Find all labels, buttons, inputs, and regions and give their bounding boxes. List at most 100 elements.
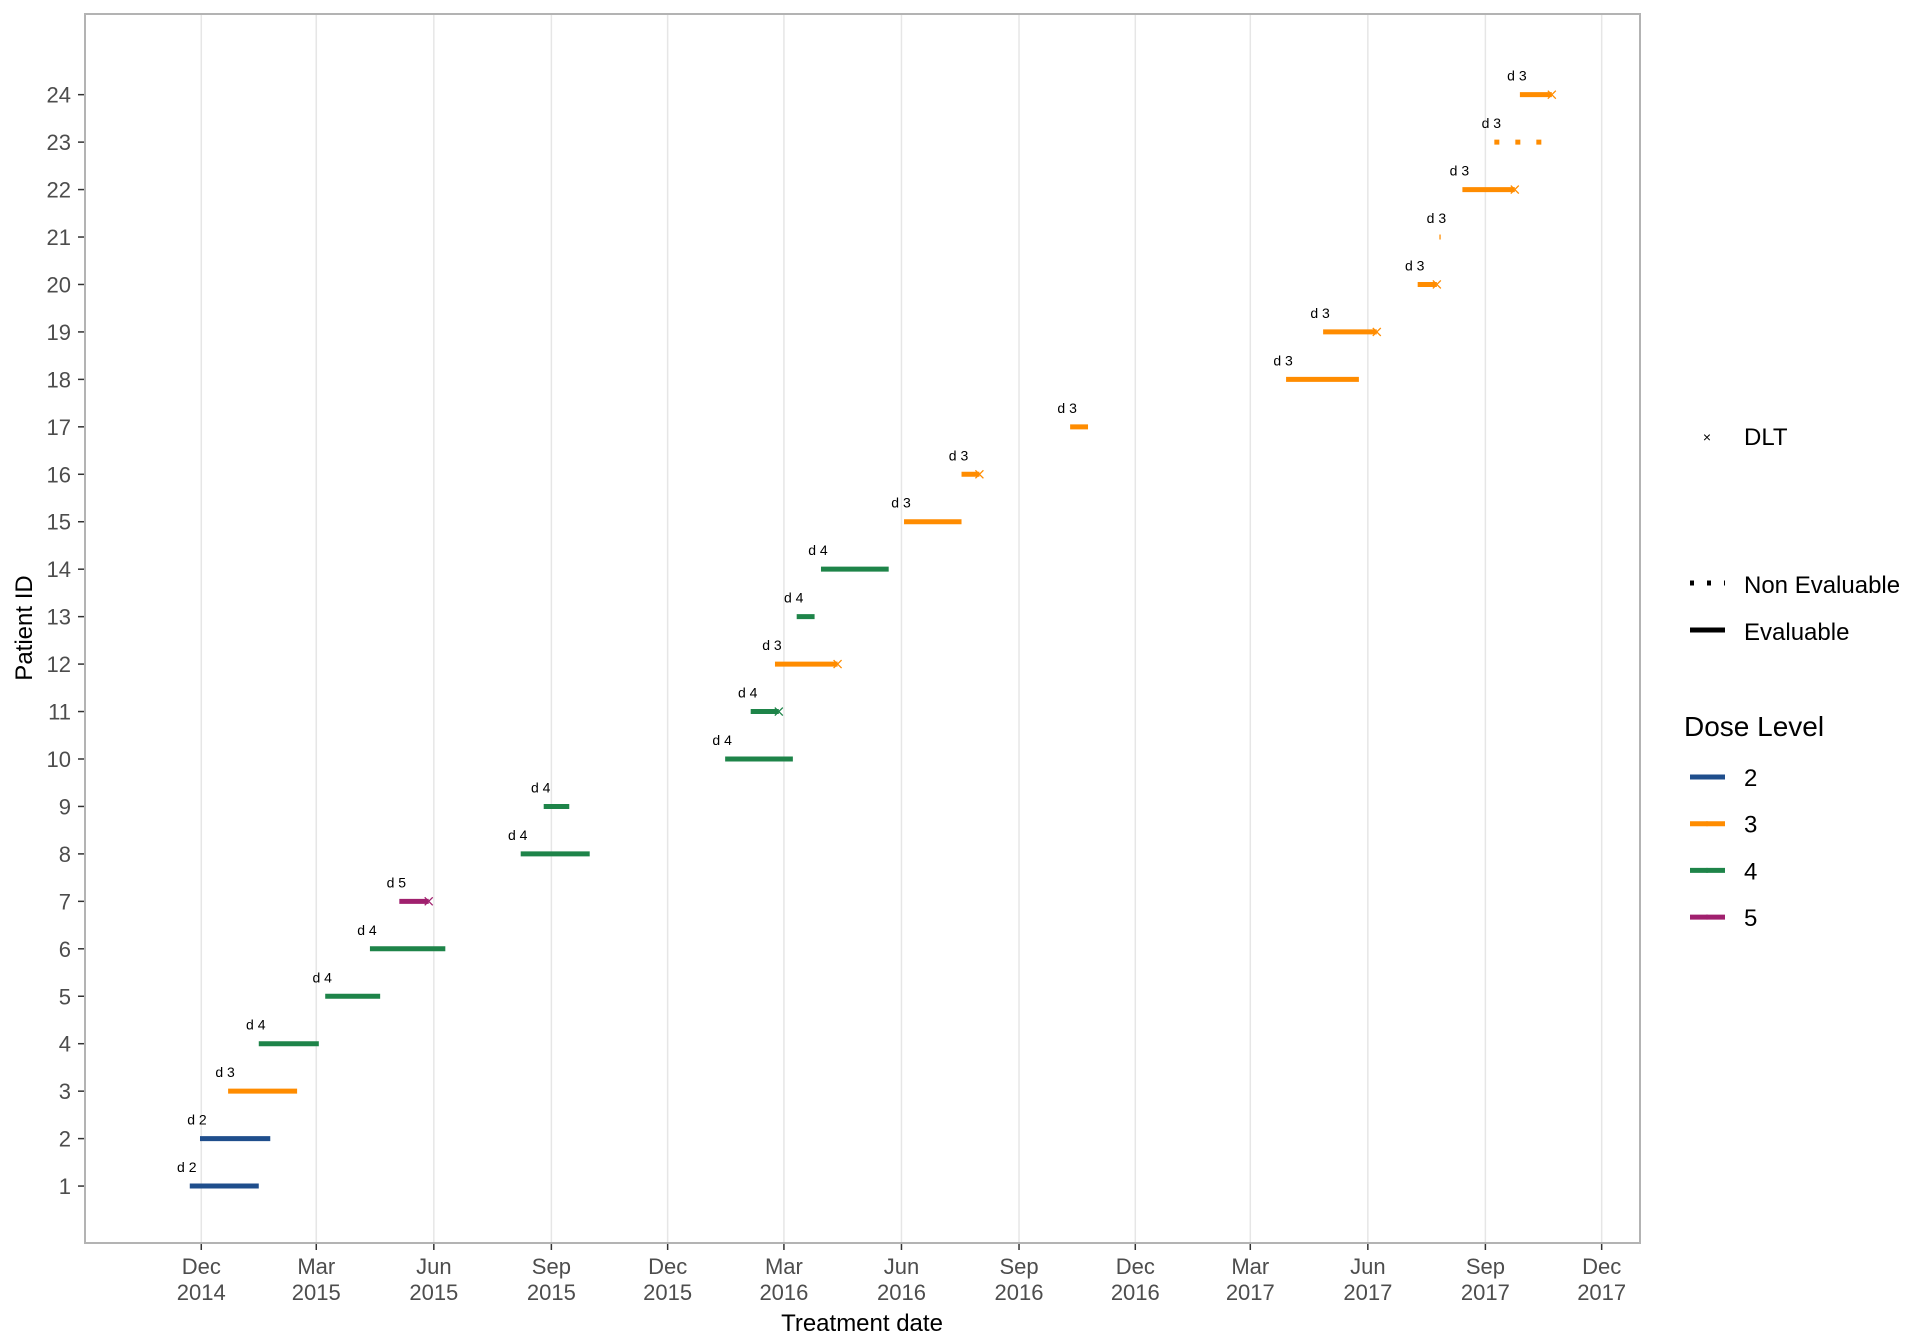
x-tick-label-month: Jun	[884, 1254, 919, 1279]
y-tick-label: 14	[47, 557, 71, 582]
x-tick-label-year: 2017	[1343, 1280, 1392, 1305]
y-tick-label: 24	[47, 83, 71, 108]
dose-label-6: d 4	[357, 922, 377, 938]
x-tick-label-year: 2016	[995, 1280, 1044, 1305]
dose-label-12: d 3	[762, 637, 782, 653]
y-tick-label: 3	[59, 1079, 71, 1104]
legend-dose-label-4: 4	[1744, 858, 1757, 885]
dose-label-17: d 3	[1057, 400, 1077, 416]
legend-evaluable: Evaluable	[1690, 619, 1849, 646]
x-tick-label-month: Mar	[1231, 1254, 1269, 1279]
dlt-marker-12	[833, 659, 843, 669]
dose-labels: d 2 d 2 d 3 d 4 d 4 d 4 d 5 d 4 d 4 d 4 d 4 d 3 d 4 d…	[177, 68, 1527, 1175]
x-tick-label-month: Jun	[416, 1254, 451, 1279]
panel-border	[84, 13, 1641, 1244]
legend-dose-5: 5	[1690, 905, 1757, 932]
x-tick-label-year: 2016	[1111, 1280, 1160, 1305]
dose-label-18: d 3	[1273, 352, 1293, 368]
x-tick-label-month: Jun	[1350, 1254, 1385, 1279]
y-tick-label: 6	[59, 937, 71, 962]
y-tick-label: 21	[47, 225, 71, 250]
x-tick-label-year: 2016	[759, 1280, 808, 1305]
y-tick-label: 11	[48, 700, 71, 725]
dose-label-11: d 4	[738, 685, 758, 701]
dose-label-15: d 3	[891, 495, 911, 511]
y-axis-title: Patient ID	[11, 575, 38, 680]
dlt-markers	[424, 90, 1557, 906]
x-tick-label-year: 2014	[177, 1280, 226, 1305]
dlt-marker-19	[1372, 327, 1382, 337]
dose-label-2: d 2	[187, 1112, 207, 1128]
dlt-marker-11	[774, 707, 784, 717]
dlt-marker-16	[974, 469, 984, 479]
y-tick-label: 8	[59, 842, 71, 867]
dose-label-9: d 4	[531, 779, 551, 795]
dlt-marker-24	[1547, 90, 1557, 100]
dose-label-20: d 3	[1405, 257, 1425, 273]
dose-label-10: d 4	[712, 732, 732, 748]
x-tick-label-month: Dec	[648, 1254, 687, 1279]
dlt-marker-7	[424, 896, 434, 906]
legend-dose-title: Dose Level	[1684, 711, 1824, 742]
x-axis: Dec2014Mar2015Jun2015Sep2015Dec2015Mar20…	[177, 1243, 1626, 1305]
y-tick-label: 7	[59, 889, 71, 914]
dose-label-3: d 3	[215, 1064, 235, 1080]
legend-dlt-label: DLT	[1744, 424, 1788, 451]
x-tick-label-month: Sep	[1466, 1254, 1505, 1279]
x-tick-label-year: 2017	[1461, 1280, 1510, 1305]
y-tick-label: 5	[59, 984, 71, 1009]
x-tick-label-year: 2017	[1226, 1280, 1275, 1305]
dose-label-1: d 2	[177, 1159, 197, 1175]
x-tick-label-year: 2015	[292, 1280, 341, 1305]
legend-dose-label-5: 5	[1744, 905, 1757, 932]
dose-label-5: d 4	[312, 969, 332, 985]
dose-label-19: d 3	[1310, 305, 1330, 321]
patient-bars	[189, 92, 1557, 1189]
dose-label-23: d 3	[1482, 115, 1502, 131]
x-tick-label-year: 2015	[643, 1280, 692, 1305]
y-tick-label: 13	[47, 605, 71, 630]
y-tick-label: 10	[47, 747, 71, 772]
legend-dose-3: 3	[1690, 812, 1757, 839]
y-tick-label: 16	[47, 462, 71, 487]
legend-dose-label-3: 3	[1744, 812, 1757, 839]
legend-dlt-marker: ×	[1703, 429, 1711, 445]
dose-label-21: d 3	[1427, 210, 1447, 226]
y-tick-label: 2	[59, 1127, 71, 1152]
y-tick-label: 18	[47, 367, 71, 392]
x-tick-label-month: Dec	[182, 1254, 221, 1279]
legend-dose-4: 4	[1690, 858, 1757, 885]
x-tick-label-month: Sep	[999, 1254, 1038, 1279]
y-tick-label: 12	[47, 652, 71, 677]
y-tick-label: 9	[59, 794, 71, 819]
x-tick-label-month: Mar	[765, 1254, 803, 1279]
y-tick-label: 22	[47, 178, 71, 203]
legend-non-evaluable: Non Evaluable	[1690, 572, 1900, 599]
dlt-marker-22	[1510, 185, 1520, 195]
dose-label-13: d 4	[784, 590, 804, 606]
dose-label-22: d 3	[1450, 163, 1470, 179]
legend-dose-entries: 2 3 4 5	[1690, 765, 1757, 932]
dose-label-7: d 5	[387, 874, 407, 890]
legend-non-evaluable-label: Non Evaluable	[1744, 572, 1900, 599]
x-tick-label-month: Mar	[297, 1254, 335, 1279]
legend-dlt: × DLT	[1703, 424, 1788, 451]
gridlines	[200, 14, 1603, 1243]
x-tick-label-month: Dec	[1582, 1254, 1621, 1279]
dose-label-8: d 4	[508, 827, 528, 843]
legend-dose-2: 2	[1690, 765, 1757, 792]
x-tick-label-month: Sep	[532, 1254, 571, 1279]
y-tick-label: 1	[59, 1174, 71, 1199]
x-tick-label-year: 2015	[527, 1280, 576, 1305]
x-tick-label-month: Dec	[1116, 1254, 1155, 1279]
dose-label-16: d 3	[949, 447, 969, 463]
x-tick-label-year: 2016	[877, 1280, 926, 1305]
dose-label-24: d 3	[1507, 68, 1527, 84]
y-tick-label: 20	[47, 272, 71, 297]
y-tick-label: 19	[47, 320, 71, 345]
y-tick-label: 23	[47, 130, 71, 155]
y-tick-label: 17	[47, 415, 71, 440]
legend: × DLT Non Evaluable Evaluable Dose Level…	[1684, 424, 1900, 932]
dose-label-4: d 4	[246, 1017, 266, 1033]
